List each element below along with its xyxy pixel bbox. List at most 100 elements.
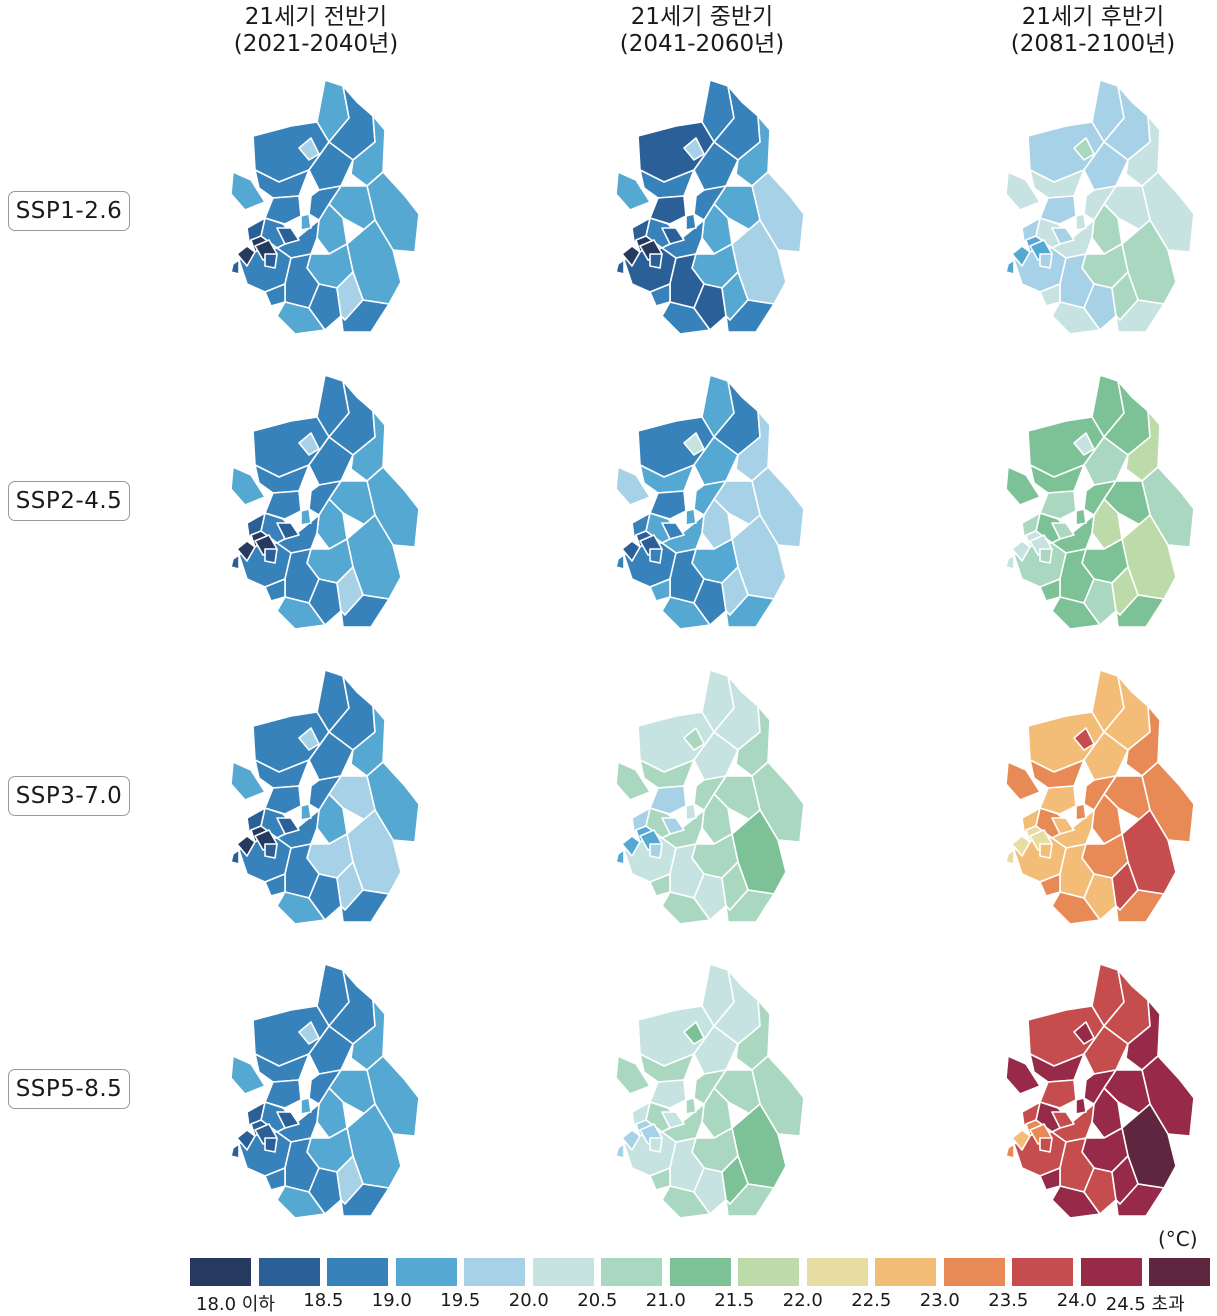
map-region bbox=[621, 1129, 641, 1151]
map-region bbox=[685, 1097, 697, 1115]
map-region bbox=[1073, 1021, 1095, 1045]
map-region bbox=[615, 1143, 625, 1159]
map-region bbox=[1083, 1069, 1117, 1105]
map-region bbox=[308, 1069, 342, 1105]
map-region bbox=[276, 596, 326, 630]
map-region bbox=[661, 1185, 711, 1219]
map-region bbox=[693, 1025, 739, 1075]
map-region bbox=[1005, 259, 1015, 275]
map-region bbox=[340, 889, 390, 923]
column-title-line1: 21세기 전반기 bbox=[244, 4, 388, 30]
map-region bbox=[693, 775, 727, 811]
map-region bbox=[735, 115, 771, 187]
map-region bbox=[264, 843, 278, 859]
map-region bbox=[693, 731, 739, 781]
map-region bbox=[298, 1021, 320, 1045]
map-region bbox=[1005, 171, 1041, 211]
map-region bbox=[300, 803, 312, 821]
map-region bbox=[735, 410, 771, 482]
map-region bbox=[661, 1111, 685, 1129]
map-region bbox=[264, 253, 278, 269]
map-region bbox=[649, 283, 671, 307]
map-region bbox=[300, 213, 312, 231]
map-region bbox=[1005, 1055, 1041, 1095]
map-ssp245-late bbox=[1005, 374, 1195, 630]
map-region bbox=[1073, 137, 1095, 161]
map-region bbox=[649, 873, 671, 897]
map-region bbox=[649, 785, 687, 815]
legend-tick-label: 19.5 bbox=[440, 1290, 481, 1311]
map-region bbox=[1039, 490, 1077, 520]
row-label-ssp245: SSP2-4.5 bbox=[8, 481, 130, 521]
map-region bbox=[230, 466, 266, 506]
legend-tick-label: 24.0 bbox=[1056, 1290, 1097, 1311]
map-ssp245-mid bbox=[615, 374, 805, 630]
legend-tick-label: 22.5 bbox=[851, 1290, 892, 1311]
map-region bbox=[1005, 554, 1015, 570]
map-region bbox=[693, 436, 739, 486]
map-region bbox=[615, 1055, 651, 1095]
map-region bbox=[1083, 480, 1117, 516]
map-region bbox=[276, 891, 326, 925]
map-region bbox=[1073, 432, 1095, 456]
map-region bbox=[735, 705, 771, 777]
map-region bbox=[1075, 213, 1087, 231]
map-region bbox=[693, 141, 739, 191]
map-region bbox=[1083, 436, 1129, 486]
map-region bbox=[661, 227, 685, 245]
map-region bbox=[685, 508, 697, 526]
map-region bbox=[621, 540, 641, 562]
legend-swatch bbox=[943, 1258, 1005, 1286]
legend-swatch bbox=[258, 1258, 320, 1286]
map-region bbox=[1083, 731, 1129, 781]
legend-swatch bbox=[327, 1258, 388, 1286]
map-region bbox=[683, 1021, 705, 1045]
map-region bbox=[1011, 835, 1031, 857]
map-region bbox=[264, 195, 302, 225]
map-region bbox=[1051, 817, 1075, 835]
legend-swatch bbox=[601, 1258, 662, 1286]
map-region bbox=[621, 835, 641, 857]
map-region bbox=[649, 843, 663, 859]
map-region bbox=[264, 1079, 302, 1109]
map-region bbox=[276, 1185, 326, 1219]
map-region bbox=[649, 1137, 663, 1153]
legend-swatch bbox=[190, 1258, 251, 1286]
map-region bbox=[308, 185, 342, 221]
column-title-line1: 21세기 중반기 bbox=[630, 4, 774, 30]
map-region bbox=[276, 817, 300, 835]
map-region bbox=[1115, 889, 1165, 923]
map-region bbox=[298, 727, 320, 751]
legend-swatch bbox=[875, 1258, 936, 1286]
legend-tick-label: 19.0 bbox=[371, 1290, 412, 1311]
map-region bbox=[1039, 1137, 1053, 1153]
map-region bbox=[264, 548, 278, 564]
map-region bbox=[693, 480, 727, 516]
map-region bbox=[649, 1167, 671, 1191]
map-region bbox=[298, 137, 320, 161]
map-region bbox=[340, 594, 390, 628]
legend-swatch bbox=[395, 1258, 457, 1286]
map-region bbox=[615, 761, 651, 801]
map-region bbox=[308, 480, 342, 516]
legend-swatch bbox=[1149, 1258, 1210, 1286]
legend-tick-label: 18.0 이하 bbox=[196, 1294, 275, 1315]
map-region bbox=[264, 873, 286, 897]
map-region bbox=[1073, 727, 1095, 751]
row-label-ssp370: SSP3-7.0 bbox=[8, 776, 130, 816]
legend-tick-label: 23.5 bbox=[988, 1290, 1029, 1311]
legend-tick-label: 18.5 bbox=[303, 1290, 344, 1311]
map-region bbox=[1075, 1097, 1087, 1115]
legend-tick-label: 21.0 bbox=[645, 1290, 686, 1311]
map-region bbox=[1051, 1185, 1101, 1219]
map-region bbox=[308, 775, 342, 811]
map-region bbox=[1083, 775, 1117, 811]
column-title-line2: (2081-2100년) bbox=[1010, 31, 1176, 57]
map-region bbox=[264, 490, 302, 520]
map-region bbox=[230, 849, 240, 865]
map-region bbox=[615, 466, 651, 506]
map-region bbox=[725, 594, 775, 628]
map-region bbox=[236, 540, 256, 562]
row-label-ssp126: SSP1-2.6 bbox=[8, 191, 130, 231]
map-region bbox=[1039, 253, 1053, 269]
